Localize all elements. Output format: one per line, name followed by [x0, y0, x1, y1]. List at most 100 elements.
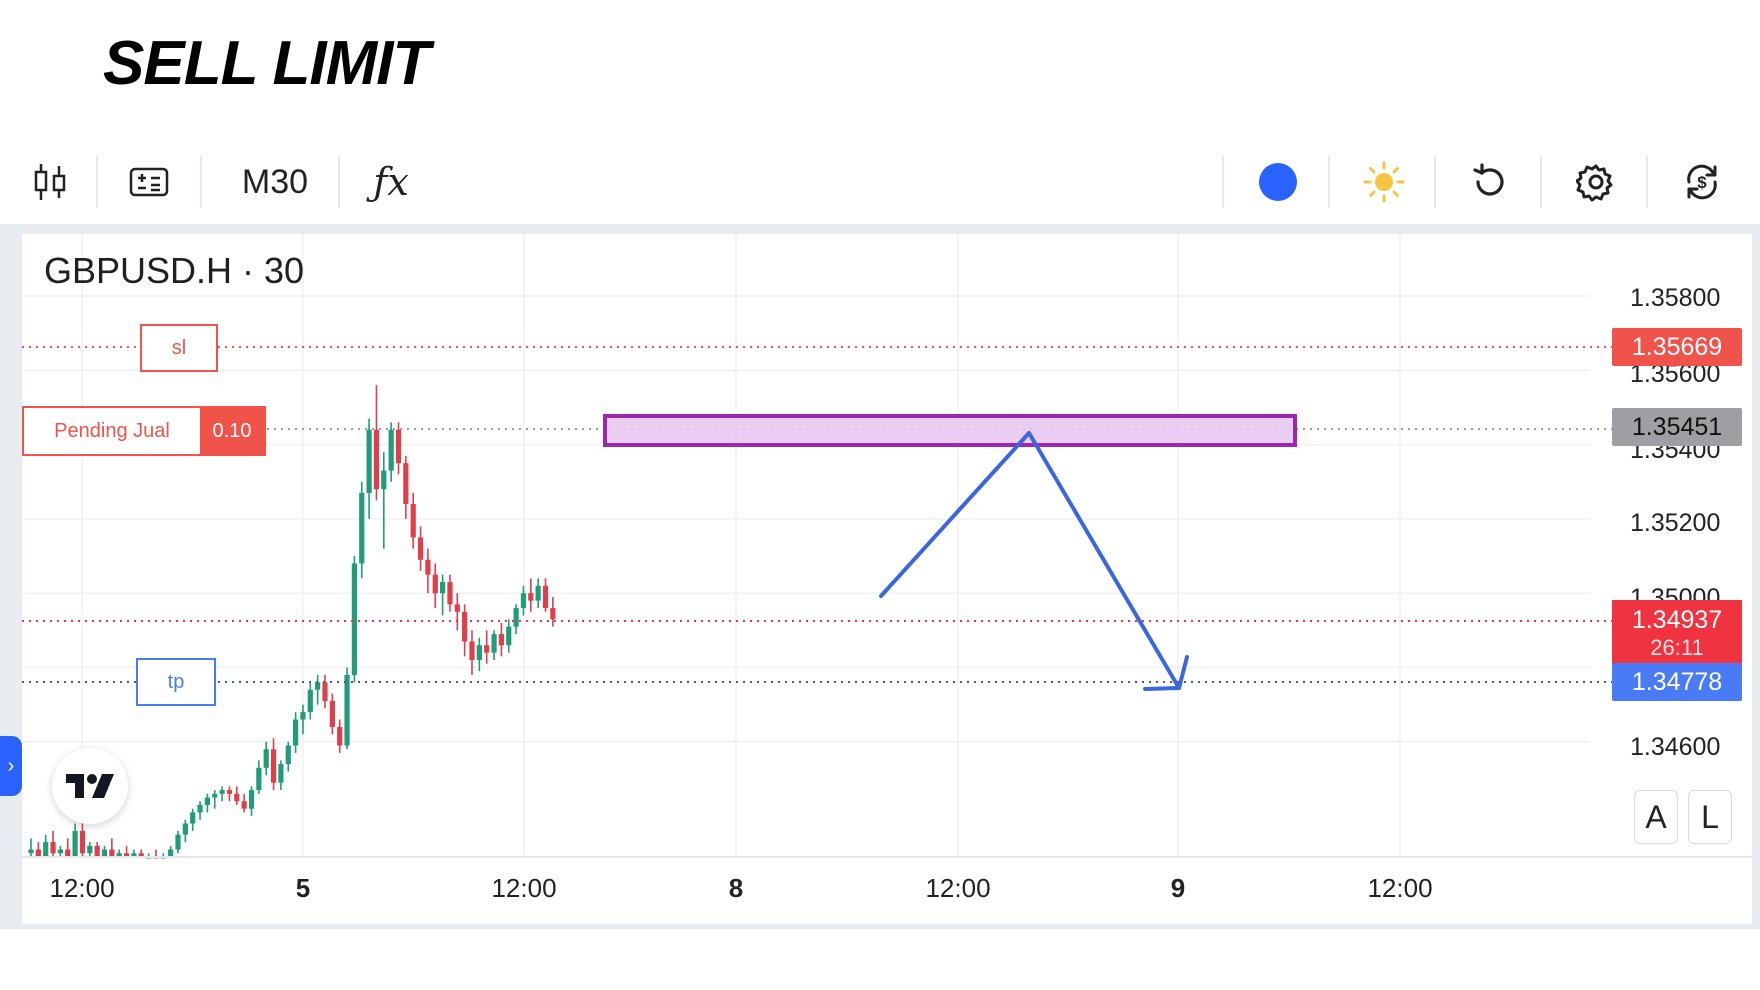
candlestick — [94, 842, 100, 856]
stop-loss-label[interactable]: sl — [140, 324, 218, 372]
timeframe-label: M30 — [241, 162, 309, 201]
candle-body — [425, 559, 431, 575]
candlestick — [351, 556, 357, 683]
current-price-tag: 1.34937 26:11 — [1612, 600, 1742, 664]
time-axis-label: 12:00 — [925, 873, 991, 903]
candle-body — [109, 849, 115, 856]
toolbar-divider — [1646, 156, 1648, 208]
candle-body — [43, 842, 49, 856]
candlestick — [219, 786, 225, 802]
candle-body — [535, 585, 541, 601]
price-axis-label: 1.35200 — [1630, 509, 1721, 537]
candlestick — [447, 574, 453, 612]
candle-body — [366, 429, 372, 493]
candlestick — [307, 682, 313, 720]
candle-body — [447, 582, 453, 605]
color-dot-icon — [1259, 163, 1297, 201]
candle-body — [241, 801, 247, 809]
candle-body — [204, 797, 210, 805]
candle-body — [131, 853, 137, 856]
candle-body — [484, 645, 490, 653]
candlestick — [256, 760, 262, 794]
candle-body — [528, 593, 534, 601]
candle-body — [520, 593, 527, 609]
pending-price-tag: 1.35451 — [1612, 408, 1742, 446]
candlestick — [138, 849, 144, 856]
candlestick — [403, 455, 409, 519]
pending-order-label[interactable]: Pending Jual 0.10 — [22, 406, 266, 456]
candlestick — [432, 563, 438, 609]
take-profit-label[interactable]: tp — [136, 658, 216, 706]
timeframe-button[interactable]: M30 — [220, 140, 330, 224]
color-button[interactable] — [1240, 140, 1316, 224]
candlestick — [373, 385, 380, 501]
trade-button[interactable]: $ — [1664, 140, 1740, 224]
candle-body — [550, 608, 556, 620]
candlestick — [388, 422, 394, 482]
candlestick — [476, 637, 482, 672]
candlestick — [542, 578, 549, 612]
candlestick — [123, 845, 130, 856]
candle-body — [293, 719, 299, 746]
candlestick — [506, 619, 512, 653]
candle-body — [359, 492, 365, 564]
candlestick — [204, 793, 210, 813]
chart-toolbar: M30 ƒx — [0, 140, 1760, 224]
candle-body — [344, 674, 350, 746]
candlestick — [535, 578, 541, 609]
candlestick — [190, 808, 196, 831]
sl-price-tag: 1.35669 — [1612, 328, 1742, 366]
price-axis-label: 1.35800 — [1630, 284, 1721, 312]
candlestick — [315, 674, 321, 705]
page-heading: SELL LIMIT — [103, 29, 430, 98]
candlestick — [28, 838, 34, 856]
candlestick — [417, 526, 424, 571]
candle-body — [234, 793, 240, 802]
chart-area[interactable] — [22, 234, 1752, 924]
candlestick — [241, 793, 247, 813]
candlestick-chart-icon[interactable] — [18, 140, 82, 224]
candle-body — [388, 429, 394, 471]
candle-body — [168, 849, 174, 856]
formula-button[interactable]: ƒx — [356, 140, 426, 224]
candle-body — [395, 429, 402, 464]
candle-body — [175, 834, 181, 850]
expand-panel-button[interactable]: › — [0, 736, 22, 796]
candle-body — [322, 682, 328, 701]
candle-body — [351, 563, 357, 675]
candlestick — [520, 585, 527, 616]
theme-button[interactable] — [1346, 140, 1422, 224]
toolbar-divider — [1540, 156, 1542, 208]
candlestick — [182, 819, 188, 843]
log-scale-button[interactable]: L — [1688, 790, 1732, 844]
candlestick — [322, 674, 328, 709]
candlestick — [234, 786, 240, 805]
auto-scale-button[interactable]: A — [1634, 790, 1678, 844]
sell-limit-zone — [603, 414, 1297, 447]
settings-button[interactable] — [1558, 140, 1634, 224]
candle-body — [28, 849, 34, 854]
candle-body — [138, 853, 144, 856]
candle-body — [337, 726, 343, 746]
candle-body — [79, 830, 86, 854]
candle-body — [498, 634, 504, 646]
svg-text:$: $ — [1697, 173, 1707, 192]
candlestick — [381, 452, 387, 549]
candlestick — [285, 741, 291, 772]
indicators-icon[interactable] — [114, 140, 184, 224]
candle-body — [329, 700, 335, 727]
candle-body — [270, 749, 277, 783]
candlestick — [116, 849, 122, 856]
price-axis-label: 1.34600 — [1630, 733, 1721, 761]
gear-icon — [1576, 164, 1613, 202]
candle-body — [542, 585, 549, 609]
refresh-button[interactable] — [1452, 140, 1528, 224]
candle-body — [212, 793, 218, 798]
candle-body — [417, 537, 424, 560]
candlestick — [57, 845, 63, 856]
candle-body — [116, 853, 122, 856]
toolbar-divider — [200, 156, 202, 208]
candlestick — [226, 786, 233, 802]
candle-body — [263, 749, 269, 768]
